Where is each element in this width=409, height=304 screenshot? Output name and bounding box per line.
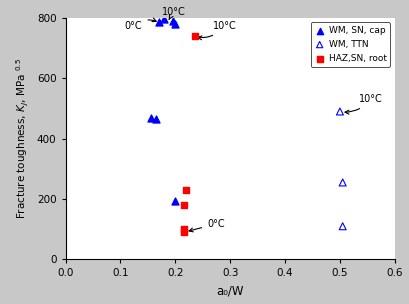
WM, SN, cap <box>147 115 153 120</box>
WM, SN, cap <box>172 198 178 203</box>
Text: 10°C: 10°C <box>198 21 236 40</box>
Y-axis label: Fracture toughness, $K_J$, MPa $^{0.5}$: Fracture toughness, $K_J$, MPa $^{0.5}$ <box>15 58 31 219</box>
HAZ,SN, root <box>180 227 187 232</box>
HAZ,SN, root <box>182 188 189 192</box>
WM, SN, cap <box>169 19 175 23</box>
Text: 0°C: 0°C <box>124 18 156 31</box>
HAZ,SN, root <box>191 33 197 38</box>
X-axis label: a₀/W: a₀/W <box>216 284 243 297</box>
HAZ,SN, root <box>180 230 187 235</box>
Text: 10°C: 10°C <box>344 95 382 114</box>
WM, TTN <box>336 109 342 114</box>
WM, SN, cap <box>155 20 162 25</box>
HAZ,SN, root <box>180 203 187 208</box>
WM, TTN <box>339 180 345 185</box>
Text: 10°C: 10°C <box>161 7 185 20</box>
Legend: WM, SN, cap, WM, TTN, HAZ,SN, root: WM, SN, cap, WM, TTN, HAZ,SN, root <box>310 22 389 67</box>
Text: 0°C: 0°C <box>189 219 224 232</box>
WM, SN, cap <box>153 117 159 122</box>
WM, SN, cap <box>161 17 167 22</box>
WM, TTN <box>339 224 345 229</box>
WM, SN, cap <box>172 22 178 26</box>
